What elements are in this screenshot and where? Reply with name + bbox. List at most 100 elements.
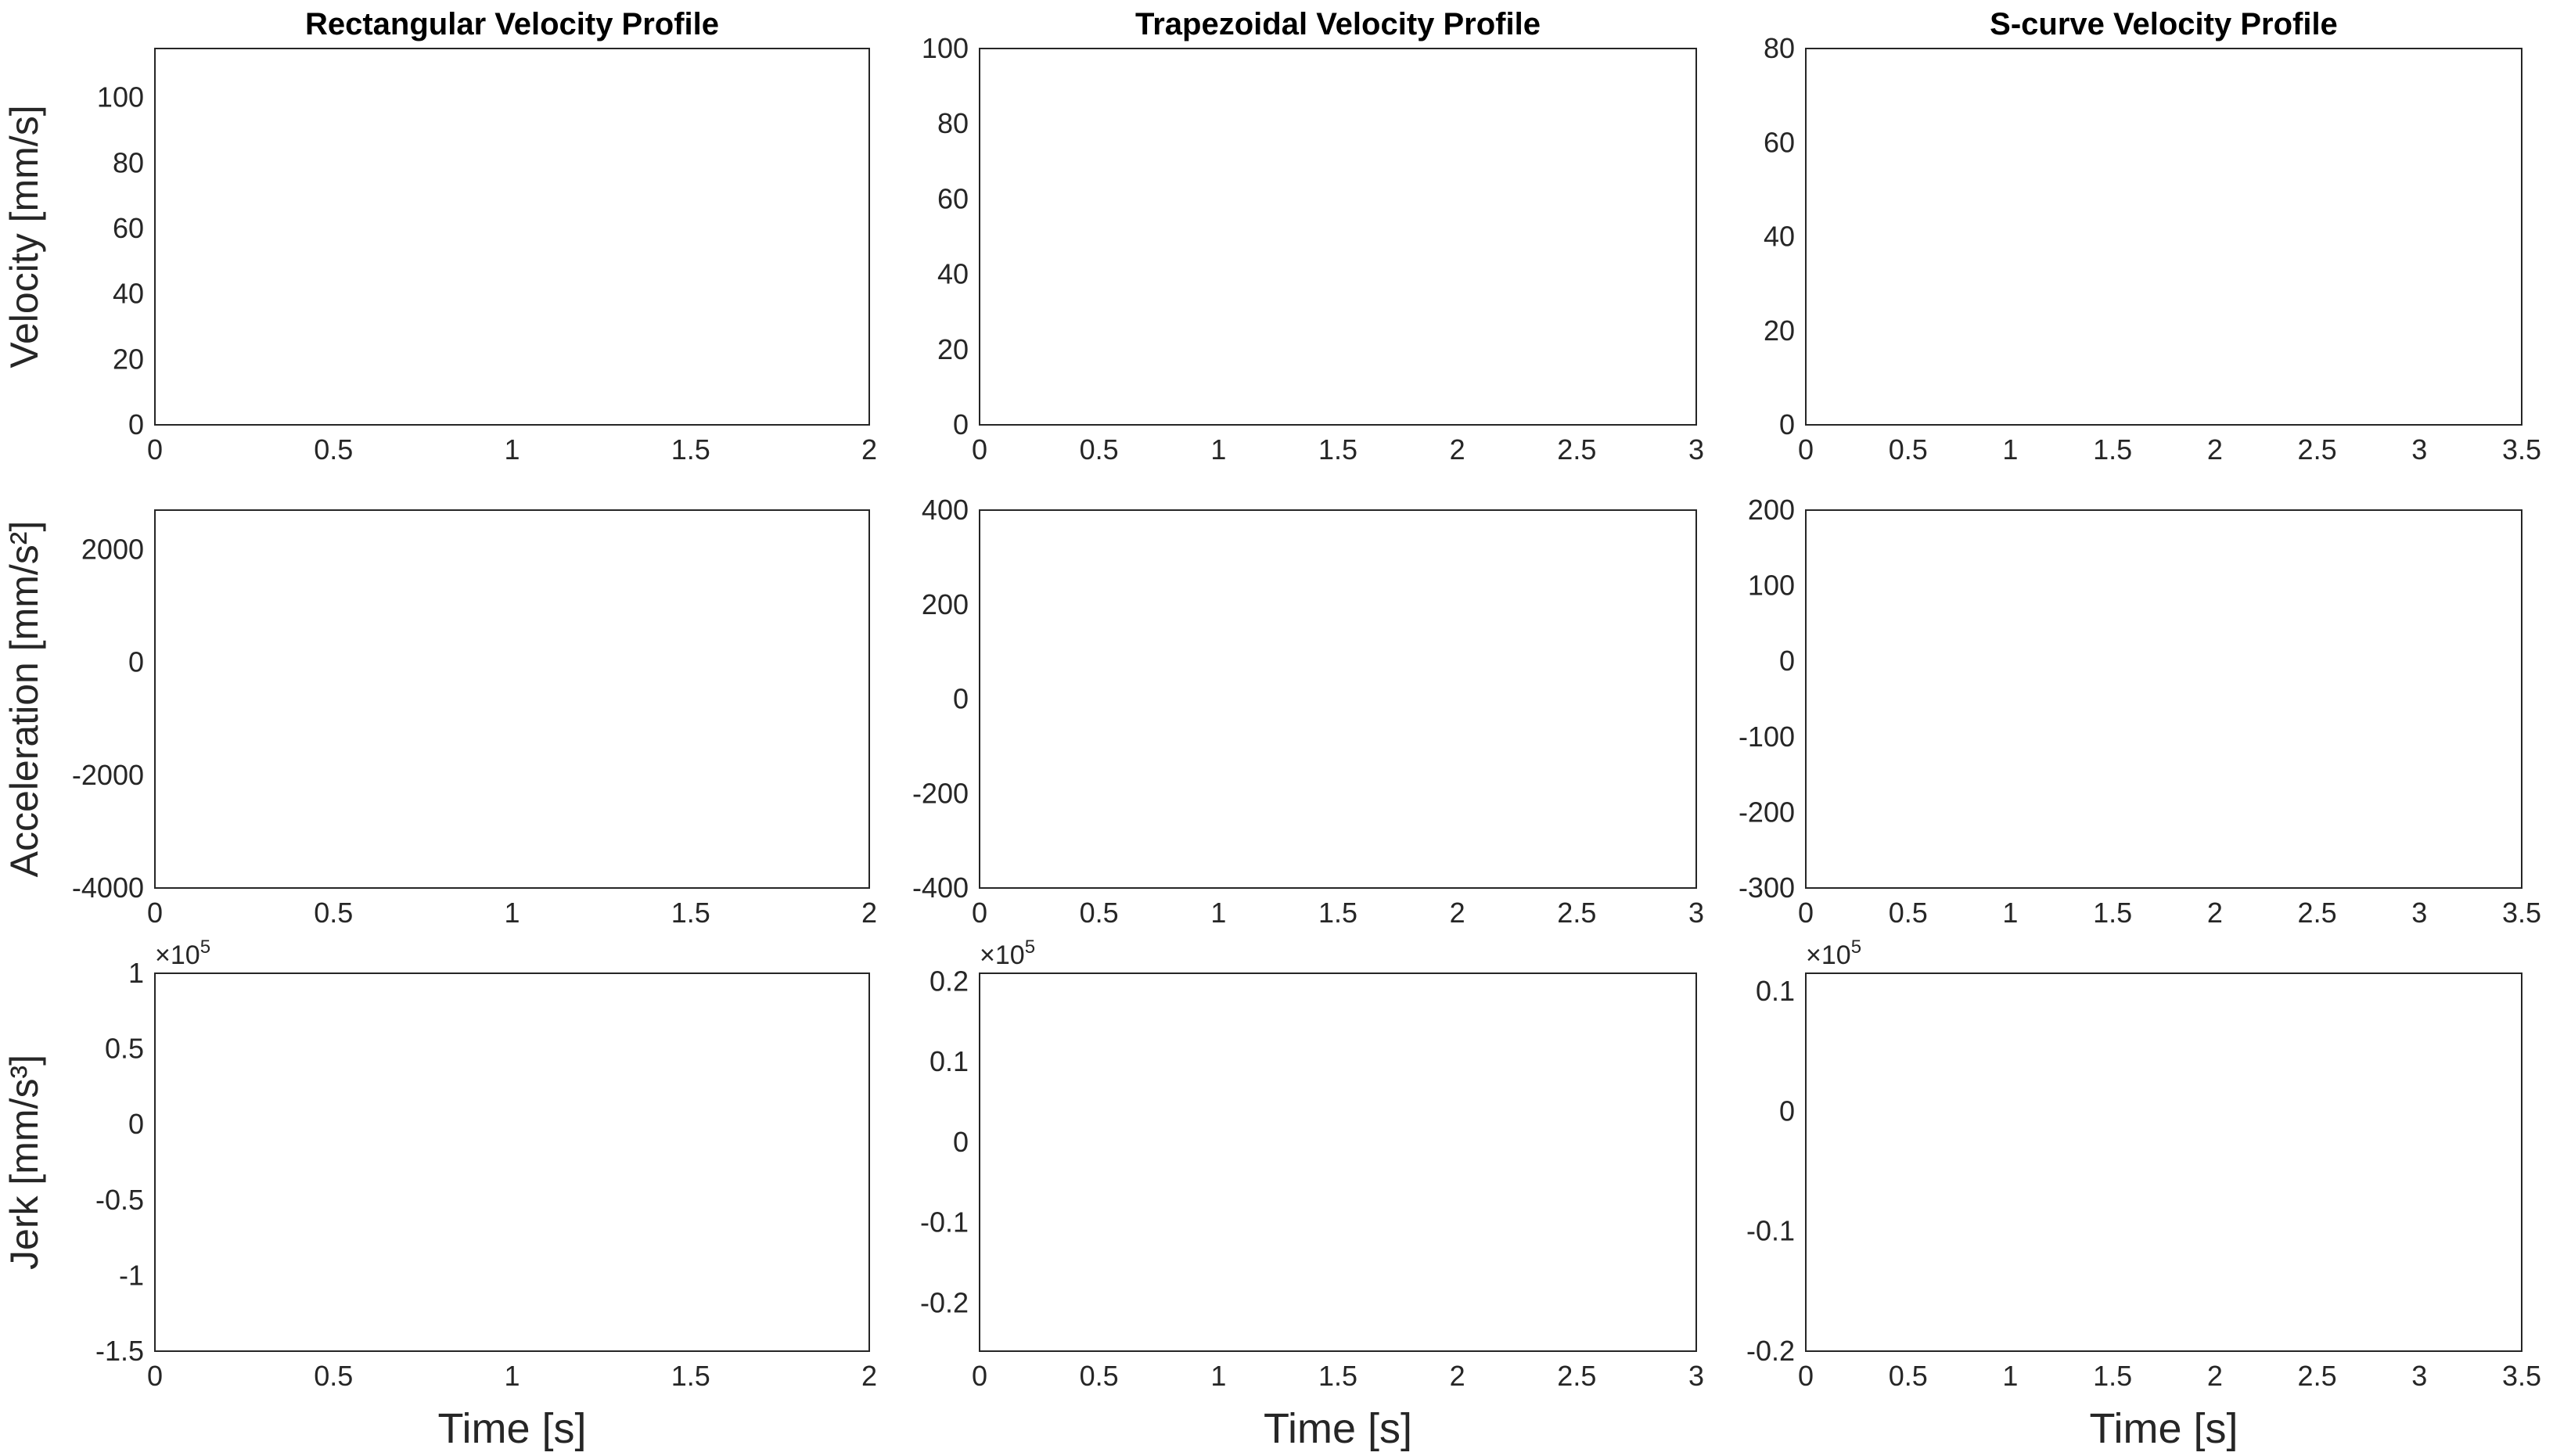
y-tick-label: 0 xyxy=(128,1108,144,1140)
x-tick-label: 1.5 xyxy=(1318,897,1357,929)
x-tick-label: 1.5 xyxy=(671,1360,710,1392)
axis-multiplier: ×105 xyxy=(980,937,1035,970)
y-tick-label: 60 xyxy=(1764,126,1795,158)
subplot-4: 0 0.5 1 1.5 2 -4000 -2000 0 2000 Acceleration [mm… xyxy=(2,509,877,929)
x-tick-label: 0 xyxy=(1798,897,1814,929)
x-tick-label: 1 xyxy=(504,433,520,466)
x-tick-label: 2 xyxy=(861,897,877,929)
subplot-8: 0 0.5 1 1.5 2 2.5 3 -0.2 -0.1 0 0.1 0.2 Time [s] ×105 xyxy=(920,937,1704,1452)
y-tick-label: 0.5 xyxy=(105,1033,144,1065)
y-tick-label: -0.1 xyxy=(920,1206,969,1238)
y-tick-label: 0.2 xyxy=(930,965,969,997)
x-tick-label: 3 xyxy=(2411,433,2427,466)
x-tick-label: 1.5 xyxy=(2093,433,2132,466)
y-tick-label: 80 xyxy=(113,146,144,178)
y-axis-label: Jerk [mm/s³] xyxy=(2,1055,46,1270)
axis-frame xyxy=(1805,972,2522,1352)
x-tick-label: 1 xyxy=(1210,1360,1226,1392)
subplot-title: Trapezoidal Velocity Profile xyxy=(1135,7,1541,41)
y-tick-label: 20 xyxy=(1764,315,1795,347)
subplot-3: 0 0.5 1 1.5 2 2.5 3 3.5 0 20 40 60 80 S-curve Velocit… xyxy=(1764,7,2541,466)
x-tick-label: 1.5 xyxy=(2093,897,2132,929)
y-axis-label: Velocity [mm/s] xyxy=(2,105,46,368)
y-tick-label: -200 xyxy=(912,777,969,809)
x-tick-label: 1 xyxy=(2002,1360,2018,1392)
axis-frame xyxy=(979,509,1697,889)
x-tick-label: 1.5 xyxy=(671,433,710,466)
x-tick-label: 1.5 xyxy=(2093,1360,2132,1392)
y-tick-label: 40 xyxy=(1764,221,1795,253)
x-tick-label: 2 xyxy=(1450,433,1465,466)
x-axis-label: Time [s] xyxy=(437,1405,586,1452)
axis-frame xyxy=(1805,509,2522,889)
y-tick-label: 100 xyxy=(1748,570,1795,602)
y-tick-label: 0.1 xyxy=(1756,975,1795,1007)
y-tick-label: 0 xyxy=(953,1126,969,1158)
y-tick-label: 0 xyxy=(1779,1095,1795,1127)
y-tick-label: 60 xyxy=(937,182,969,214)
y-tick-label: 0 xyxy=(953,408,969,440)
x-tick-label: 3 xyxy=(1688,897,1704,929)
x-tick-label: 2 xyxy=(2207,1360,2223,1392)
axis-frame xyxy=(154,509,870,889)
x-tick-label: 0.5 xyxy=(314,897,353,929)
y-tick-label: 100 xyxy=(97,81,144,113)
x-tick-label: 1.5 xyxy=(671,897,710,929)
y-tick-label: 400 xyxy=(922,494,969,526)
x-tick-label: 2.5 xyxy=(2298,433,2337,466)
x-tick-label: 3.5 xyxy=(2502,897,2541,929)
axis-frame xyxy=(154,48,870,426)
axis-frame xyxy=(979,48,1697,426)
subplot-6: 0 0.5 1 1.5 2 2.5 3 3.5 -300 -200 -100 0 100 200 xyxy=(1739,494,2541,929)
y-tick-label: 20 xyxy=(113,343,144,375)
subplot-7: 0 0.5 1 1.5 2 -1.5 -1 -0.5 0 0.5 1 Jerk [mm/s³] Time… xyxy=(2,937,877,1452)
x-tick-label: 2 xyxy=(2207,433,2223,466)
x-tick-label: 0 xyxy=(972,1360,987,1392)
x-axis-label: Time [s] xyxy=(2089,1405,2238,1452)
subplot-2: 0 0.5 1 1.5 2 2.5 3 0 20 40 60 80 100 Trapezoidal Vel… xyxy=(922,7,1704,466)
y-tick-label: 200 xyxy=(922,588,969,620)
y-tick-label: -2000 xyxy=(72,759,144,791)
y-tick-label: 2000 xyxy=(81,533,144,565)
y-tick-label: -0.1 xyxy=(1746,1215,1795,1247)
y-tick-label: 40 xyxy=(113,278,144,310)
y-tick-label: -0.5 xyxy=(95,1184,144,1216)
x-tick-label: 0 xyxy=(972,433,987,466)
x-tick-label: 0.5 xyxy=(314,1360,353,1392)
x-tick-label: 0 xyxy=(972,897,987,929)
axis-frame xyxy=(1805,48,2522,426)
x-tick-label: 3 xyxy=(1688,433,1704,466)
x-tick-label: 0 xyxy=(147,1360,163,1392)
x-tick-label: 0.5 xyxy=(1889,1360,1928,1392)
y-tick-label: -0.2 xyxy=(1746,1335,1795,1367)
x-tick-label: 1 xyxy=(1210,897,1226,929)
x-tick-label: 2.5 xyxy=(2298,897,2337,929)
x-tick-label: 0.5 xyxy=(1080,1360,1119,1392)
x-tick-label: 1.5 xyxy=(1318,1360,1357,1392)
x-tick-label: 3.5 xyxy=(2502,1360,2541,1392)
x-tick-label: 0 xyxy=(1798,433,1814,466)
x-tick-label: 1 xyxy=(504,1360,520,1392)
y-tick-label: 80 xyxy=(1764,32,1795,64)
axis-frame xyxy=(979,972,1697,1352)
x-tick-label: 0.5 xyxy=(1889,897,1928,929)
x-tick-label: 0 xyxy=(147,433,163,466)
y-tick-label: 60 xyxy=(113,212,144,244)
x-tick-label: 2.5 xyxy=(2298,1360,2337,1392)
x-tick-label: 2 xyxy=(1450,897,1465,929)
x-tick-label: 0 xyxy=(1798,1360,1814,1392)
x-tick-label: 1 xyxy=(1210,433,1226,466)
subplot-5: 0 0.5 1 1.5 2 2.5 3 -400 -200 0 200 400 xyxy=(912,494,1704,929)
y-tick-label: 0 xyxy=(128,646,144,678)
x-tick-label: 0.5 xyxy=(1080,433,1119,466)
y-tick-label: -100 xyxy=(1739,721,1795,753)
x-tick-label: 2 xyxy=(861,433,877,466)
axis-frame xyxy=(154,972,870,1352)
x-tick-label: 3.5 xyxy=(2502,433,2541,466)
y-tick-label: -1.5 xyxy=(95,1335,144,1367)
y-tick-label: 0 xyxy=(128,408,144,440)
y-tick-label: 200 xyxy=(1748,494,1795,526)
x-tick-label: 2 xyxy=(1450,1360,1465,1392)
